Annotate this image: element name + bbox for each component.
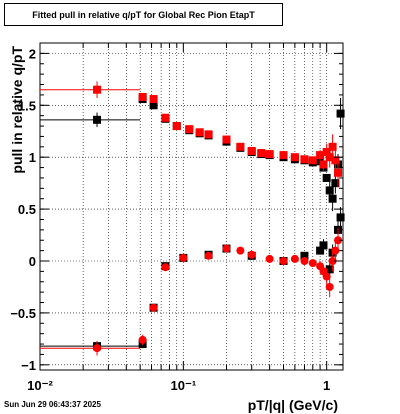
y-tick-label: 0 [29,254,36,269]
chart-title: Fitted pull in relative q/pT for Global … [4,3,283,26]
data-point-circle [334,236,343,245]
data-point-square [185,125,194,134]
data-series [40,81,345,356]
data-point-square [319,241,328,250]
data-point-circle [204,251,213,260]
data-point-square [322,173,331,182]
data-point-circle [247,250,256,259]
data-point-square [325,265,334,274]
data-point-square [290,153,299,162]
data-point-square [265,150,274,159]
data-point-square [328,142,337,151]
data-point-square [300,251,309,260]
data-point-square [222,135,231,144]
data-point-circle [328,257,337,265]
data-point-square [93,85,102,94]
data-point-square [334,168,343,177]
data-point-circle [222,244,231,253]
y-tick-label: 2 [29,46,36,61]
data-point-square [331,179,340,188]
data-point-square [93,115,102,124]
data-point-circle [265,254,274,263]
data-point-circle [322,272,331,281]
data-point-circle [279,257,288,265]
data-point-square [328,194,337,203]
data-point-square [204,130,213,139]
plot-frame [39,42,344,371]
y-tick-label: −1 [21,358,36,373]
data-point-square [172,122,181,131]
data-point-circle [308,259,317,268]
data-point-square [336,109,345,118]
data-point-circle [290,254,299,263]
data-point-circle [325,282,334,291]
y-tick-label: 0.5 [18,202,36,217]
data-point-square [325,186,334,195]
x-tick-label: 10⁻² [27,378,53,393]
data-point-square [322,148,331,156]
data-point-square [319,160,328,169]
data-point-circle [331,246,340,255]
data-point-circle [179,253,188,262]
data-point-square [325,153,334,162]
data-point-square [308,156,317,165]
data-point-circle [149,303,158,312]
data-point-square [316,151,325,160]
data-point-square [336,213,345,222]
data-point-square [149,101,158,110]
y-tick-label: 1.5 [18,98,36,113]
data-point-circle [300,257,309,265]
data-point-square [149,95,158,104]
data-point-square [195,128,204,137]
data-point-square [316,246,325,255]
y-axis-title: pull in relative q/pT [9,46,25,174]
x-tick-label: 10⁻¹ [171,378,197,393]
data-point-square [279,151,288,160]
datestamp: Sun Jun 29 06:43:37 2025 [4,400,101,409]
data-point-circle [161,263,170,272]
data-point-square [236,142,245,151]
data-point-circle [93,344,102,353]
data-point-square [247,146,256,155]
data-point-square [138,92,147,101]
x-tick-label: 1 [323,378,330,393]
data-point-square [300,155,309,164]
grid [39,43,343,370]
data-point-square [257,149,266,158]
data-point-circle [236,246,245,255]
data-point-circle [138,335,147,344]
x-axis-title: pT/|q| (GeV/c) [248,397,338,413]
axes: −1 −0.5 0 0.5 1 1.5 2 10⁻² 10⁻¹ 1 [10,43,343,393]
y-tick-label: 1 [29,150,36,165]
data-point-square [161,113,170,122]
data-point-square [331,156,340,165]
y-tick-label: −0.5 [10,306,36,321]
